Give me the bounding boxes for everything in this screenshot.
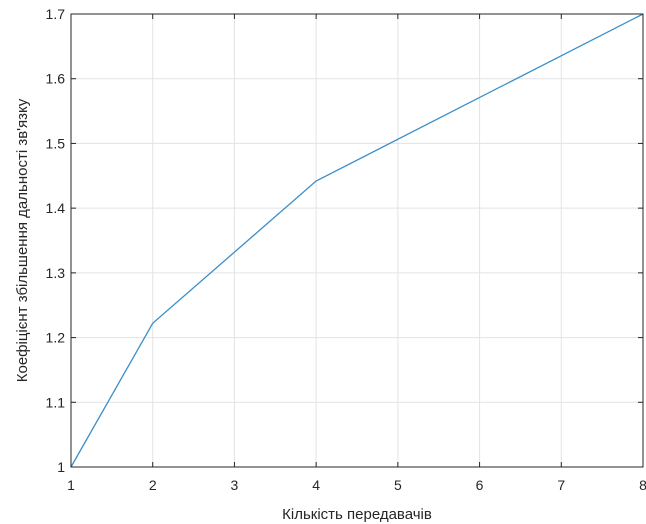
x-axis-label: Кількість передавачів bbox=[282, 506, 432, 523]
x-tick-label: 4 bbox=[312, 477, 320, 493]
y-tick-label: 1.5 bbox=[46, 135, 66, 151]
y-tick-label: 1.1 bbox=[46, 394, 66, 410]
grid bbox=[70, 13, 644, 468]
x-tick-label: 2 bbox=[149, 477, 157, 493]
x-tick-label: 5 bbox=[394, 477, 402, 493]
x-tick-label: 3 bbox=[231, 477, 239, 493]
y-tick-label: 1 bbox=[57, 459, 65, 475]
series-layer bbox=[70, 13, 644, 468]
y-tick-label: 1.3 bbox=[46, 265, 66, 281]
y-axis-ticks: 1 1.1 1.2 1.3 1.4 1.5 1.6 1.7 bbox=[46, 6, 643, 475]
x-axis-ticks: 1 2 3 4 5 6 7 8 bbox=[67, 14, 646, 493]
series-line bbox=[70, 13, 644, 468]
x-tick-label: 1 bbox=[67, 477, 75, 493]
y-tick-label: 1.6 bbox=[46, 71, 66, 87]
y-tick-label: 1.7 bbox=[46, 6, 66, 22]
x-tick-label: 7 bbox=[557, 477, 565, 493]
y-axis-label: Коефіцієнт збільшення дальності зв'язку bbox=[14, 98, 31, 382]
x-tick-label: 8 bbox=[639, 477, 646, 493]
plot-frame bbox=[70, 13, 644, 468]
x-tick-label: 6 bbox=[476, 477, 484, 493]
y-tick-label: 1.2 bbox=[46, 330, 66, 346]
y-tick-label: 1.4 bbox=[46, 200, 66, 216]
